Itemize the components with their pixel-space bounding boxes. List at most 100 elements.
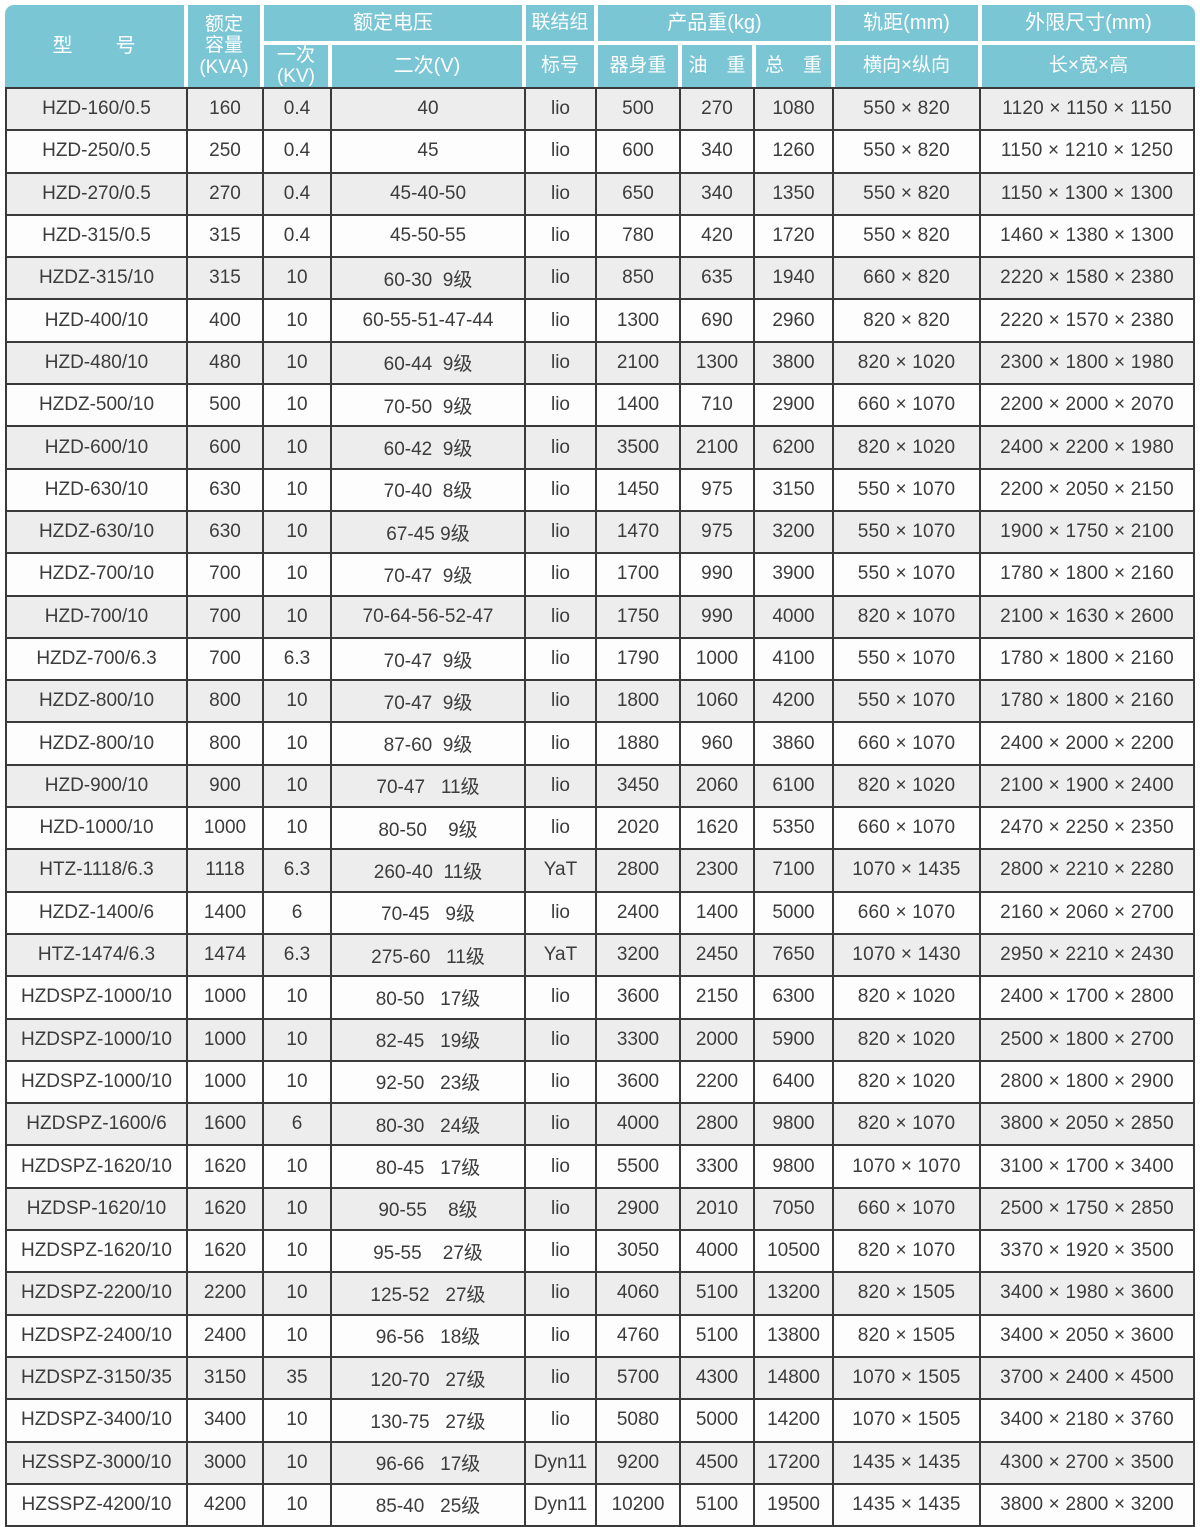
cell-total-weight: 5000 <box>755 892 834 933</box>
cell-connection: Dyn11 <box>526 1442 597 1483</box>
cell-total-weight: 1350 <box>755 173 834 214</box>
cell-total-weight: 4100 <box>755 638 834 680</box>
cell-capacity: 700 <box>188 638 264 680</box>
cell-body-weight: 5700 <box>597 1357 681 1399</box>
cell-primary: 10 <box>264 1484 332 1526</box>
cell-total-weight: 1940 <box>755 258 834 299</box>
cell-total-weight: 13800 <box>755 1315 834 1356</box>
cell-secondary: 80-30 24级 <box>332 1104 526 1145</box>
cell-gauge: 820 × 1020 <box>834 342 981 384</box>
cell-oil-weight: 5000 <box>681 1400 755 1441</box>
cell-total-weight: 3200 <box>755 511 834 553</box>
cell-secondary: 96-66 17级 <box>332 1442 526 1483</box>
cell-primary: 10 <box>264 511 332 553</box>
cell-connection: lio <box>526 131 597 172</box>
cell-dimensions: 2800 × 2210 × 2280 <box>1000 859 1174 881</box>
cell-primary: 0.4 <box>264 89 332 130</box>
cell-connection: lio <box>526 808 597 849</box>
table-row: HZDSPZ-1620/10 1620 10 80-45 17级 lio 5500 3300… <box>7 1146 1193 1189</box>
cell-capacity: 1000 <box>188 1019 264 1060</box>
cell-total-weight: 7100 <box>755 850 834 891</box>
table-row: HZD-700/10 700 10 70-64-56-52-47 lio 1750 990 4… <box>7 596 1193 639</box>
cell-capacity: 3400 <box>188 1400 264 1441</box>
cell-capacity: 1000 <box>188 808 264 849</box>
cell-model: HZDZ-630/10 <box>7 511 188 553</box>
cell-primary: 6.3 <box>264 638 332 680</box>
cell-secondary: 60-30 9级 <box>332 258 526 299</box>
cell-dimensions: 2400 × 2200 × 1980 <box>1000 436 1174 458</box>
cell-body-weight: 4000 <box>597 1104 681 1145</box>
cell-gauge: 550 × 1070 <box>834 681 981 722</box>
cell-body-weight: 3200 <box>597 934 681 976</box>
table-row: HZD-250/0.5 250 0.4 45 lio 600 340 1260 550 × 82… <box>7 131 1193 174</box>
cell-dimensions: 3400 × 2180 × 3760 <box>1000 1409 1174 1431</box>
cell-capacity: 500 <box>188 385 264 426</box>
cell-model: HZD-400/10 <box>7 300 188 341</box>
cell-body-weight: 10200 <box>597 1484 681 1526</box>
cell-body-weight: 1790 <box>597 638 681 680</box>
cell-model: HZD-700/10 <box>7 596 188 637</box>
cell-primary: 35 <box>264 1357 332 1399</box>
header-total-weight: 总 重 <box>756 45 831 87</box>
table-row: HTZ-1118/6.3 1118 6.3 260-40 11级 YaT 2800 2300… <box>7 850 1193 893</box>
cell-oil-weight: 2450 <box>681 934 755 976</box>
cell-secondary: 80-50 9级 <box>332 808 526 849</box>
cell-total-weight: 4200 <box>755 681 834 722</box>
cell-dimensions: 3370 × 1920 × 3500 <box>1000 1240 1174 1262</box>
cell-capacity: 1000 <box>188 1061 264 1103</box>
cell-oil-weight: 5100 <box>681 1273 755 1314</box>
cell-total-weight: 3150 <box>755 469 834 510</box>
cell-secondary: 60-42 9级 <box>332 427 526 468</box>
cell-secondary: 40 <box>332 89 526 130</box>
cell-total-weight: 19500 <box>755 1484 834 1526</box>
cell-secondary: 82-45 19级 <box>332 1019 526 1060</box>
cell-capacity: 2200 <box>188 1273 264 1314</box>
cell-oil-weight: 1400 <box>681 892 755 933</box>
cell-dimensions: 2470 × 2250 × 2350 <box>1000 817 1174 839</box>
table-row: HZDSPZ-2400/10 2400 10 96-56 18级 lio 4760 5100… <box>7 1315 1193 1358</box>
cell-body-weight: 2400 <box>597 892 681 933</box>
cell-primary: 10 <box>264 1061 332 1103</box>
cell-primary: 10 <box>264 765 332 807</box>
cell-primary: 10 <box>264 342 332 384</box>
cell-connection: lio <box>526 1273 597 1314</box>
cell-dimensions: 2220 × 1570 × 2380 <box>1000 309 1174 331</box>
cell-body-weight: 3450 <box>597 765 681 807</box>
cell-primary: 6 <box>264 892 332 933</box>
table-row: HZDSPZ-1000/10 1000 10 80-50 17级 lio 3600 2150… <box>7 977 1193 1020</box>
cell-model: HZDSPZ-3400/10 <box>7 1400 188 1441</box>
cell-total-weight: 2900 <box>755 385 834 426</box>
cell-oil-weight: 2300 <box>681 850 755 891</box>
cell-primary: 10 <box>264 1146 332 1187</box>
cell-body-weight: 1450 <box>597 469 681 510</box>
header-outer-dimensions: 外限尺寸(mm) <box>982 5 1195 41</box>
cell-model: HZDSPZ-2200/10 <box>7 1273 188 1314</box>
cell-connection: lio <box>526 1231 597 1272</box>
cell-primary: 10 <box>264 808 332 849</box>
cell-model: HZSSPZ-3000/10 <box>7 1442 188 1483</box>
cell-capacity: 630 <box>188 511 264 553</box>
header-gauge-sub: 横向×纵向 <box>835 45 978 87</box>
cell-secondary: 67-45 9级 <box>332 511 526 553</box>
cell-dimensions: 2950 × 2210 × 2430 <box>1000 944 1174 966</box>
cell-primary: 0.4 <box>264 173 332 214</box>
cell-oil-weight: 975 <box>681 511 755 553</box>
cell-model: HZDSPZ-3150/35 <box>7 1357 188 1399</box>
cell-gauge: 1435 × 1435 <box>834 1484 981 1526</box>
cell-dimensions: 3700 × 2400 × 4500 <box>1000 1367 1174 1389</box>
cell-gauge: 550 × 1070 <box>834 511 981 553</box>
cell-primary: 10 <box>264 1315 332 1356</box>
cell-connection: lio <box>526 300 597 341</box>
cell-capacity: 480 <box>188 342 264 384</box>
cell-total-weight: 6400 <box>755 1061 834 1103</box>
cell-model: HZD-630/10 <box>7 469 188 510</box>
cell-connection: lio <box>526 469 597 510</box>
cell-gauge: 820 × 1020 <box>834 977 981 1018</box>
cell-oil-weight: 420 <box>681 215 755 257</box>
cell-dimensions: 2220 × 1580 × 2380 <box>1000 267 1174 289</box>
cell-total-weight: 6200 <box>755 427 834 468</box>
cell-body-weight: 1700 <box>597 554 681 595</box>
cell-connection: lio <box>526 1146 597 1187</box>
cell-total-weight: 4000 <box>755 596 834 637</box>
table-header: 型 号 额定 容量 (KVA) 额定电压 一次 (KV) 二次(V) 联结组 标… <box>5 5 1195 87</box>
